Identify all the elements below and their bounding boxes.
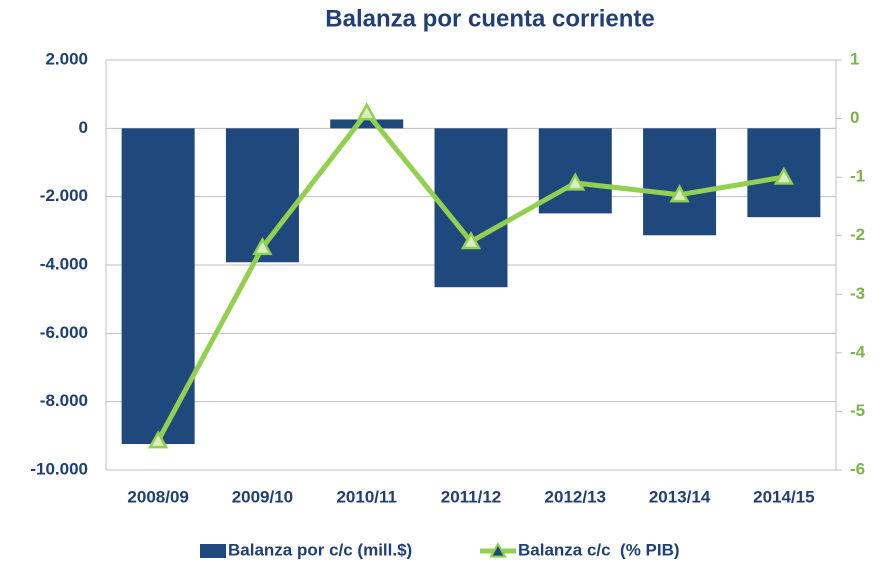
x-tick-label: 2012/13 — [545, 487, 606, 506]
bar — [330, 119, 404, 129]
y2-tick-label: -5 — [850, 401, 865, 420]
line-marker — [252, 236, 273, 256]
line-marker — [773, 166, 794, 185]
x-tick-label: 2010/11 — [336, 487, 397, 506]
line-marker — [148, 430, 169, 449]
y2-tick-label: 1 — [850, 49, 859, 68]
y2-tick-label: -2 — [850, 225, 865, 244]
bar — [538, 128, 612, 214]
y2-tick-label: -3 — [850, 284, 865, 303]
y-tick-label: -4.000 — [40, 254, 88, 273]
x-tick-label: 2014/15 — [753, 487, 814, 506]
chart-title: Balanza por cuenta corriente — [325, 5, 654, 32]
line-marker — [565, 172, 586, 191]
x-tick-label: 2009/10 — [232, 487, 293, 506]
bar — [643, 128, 717, 236]
y-tick-label: -6.000 — [40, 323, 88, 342]
y2-tick-label: -1 — [850, 167, 865, 186]
y-tick-label: -2.000 — [40, 186, 88, 205]
y2-tick-label: -4 — [850, 342, 866, 361]
legend-marker — [489, 541, 507, 558]
legend-label: Balanza por c/c (mill.$) — [228, 540, 412, 559]
x-tick-label: 2013/14 — [649, 487, 711, 506]
y-tick-label: 0 — [79, 118, 88, 137]
legend-swatch — [200, 544, 226, 558]
line-marker — [460, 230, 482, 250]
x-tick-label: 2011/12 — [441, 487, 502, 506]
y-tick-label: -8.000 — [40, 391, 88, 410]
legend-label: Balanza c/c (% PIB) — [518, 540, 680, 559]
line-marker — [356, 102, 377, 121]
x-tick-label: 2008/09 — [127, 487, 188, 506]
line-marker — [669, 184, 690, 203]
y2-tick-label: 0 — [850, 108, 859, 127]
y-tick-label: 2.000 — [45, 49, 88, 68]
y2-tick-label: -6 — [850, 459, 865, 478]
y-tick-label: -10.000 — [30, 459, 88, 478]
